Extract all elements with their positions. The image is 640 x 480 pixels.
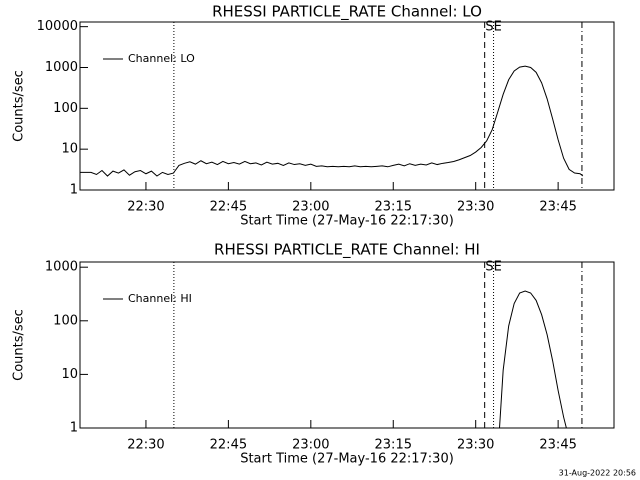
y-tick-label: 1000 <box>45 60 78 75</box>
y-tick-label: 10000 <box>37 19 78 34</box>
x-tick-label: 23:30 <box>457 200 494 215</box>
x-axis-title: Start Time (27-May-16 22:17:30) <box>240 452 454 467</box>
plot-frame <box>79 21 615 191</box>
annotation: SE <box>485 260 501 275</box>
legend-label: Channel: HI <box>128 292 192 305</box>
x-tick-label: 22:45 <box>210 200 247 215</box>
x-tick-label: 23:15 <box>375 438 412 453</box>
x-tick-label: 22:45 <box>210 438 247 453</box>
y-axis-title: Counts/sec <box>12 70 27 142</box>
footer-timestamp: 31-Aug-2022 20:56 <box>559 469 636 478</box>
y-tick-label: 100 <box>53 101 78 116</box>
x-tick-label: 22:30 <box>127 200 164 215</box>
x-tick-label: 22:30 <box>127 438 164 453</box>
y-axis-title: Counts/sec <box>12 309 27 381</box>
x-tick-label: 23:15 <box>375 200 412 215</box>
x-axis-title: Start Time (27-May-16 22:17:30) <box>240 214 454 229</box>
chart-title: RHESSI PARTICLE_RATE Channel: HI <box>214 241 480 260</box>
data-line <box>80 65 584 177</box>
annotation: SE <box>485 20 501 35</box>
y-tick-label: 1000 <box>45 260 78 275</box>
y-tick-label: 1 <box>70 421 78 436</box>
x-tick-label: 23:45 <box>539 438 576 453</box>
y-tick-label: 100 <box>53 313 78 328</box>
y-tick-label: 10 <box>61 142 78 157</box>
y-tick-label: 1 <box>70 183 78 198</box>
data-line <box>499 290 567 428</box>
x-tick-label: 23:45 <box>539 200 576 215</box>
chart-title: RHESSI PARTICLE_RATE Channel: LO <box>212 3 482 22</box>
x-tick-label: 23:30 <box>457 438 494 453</box>
x-tick-label: 23:00 <box>292 438 329 453</box>
plot-frame <box>79 261 615 429</box>
y-tick-label: 10 <box>61 367 78 382</box>
x-tick-label: 23:00 <box>292 200 329 215</box>
legend-label: Channel: LO <box>128 52 195 65</box>
